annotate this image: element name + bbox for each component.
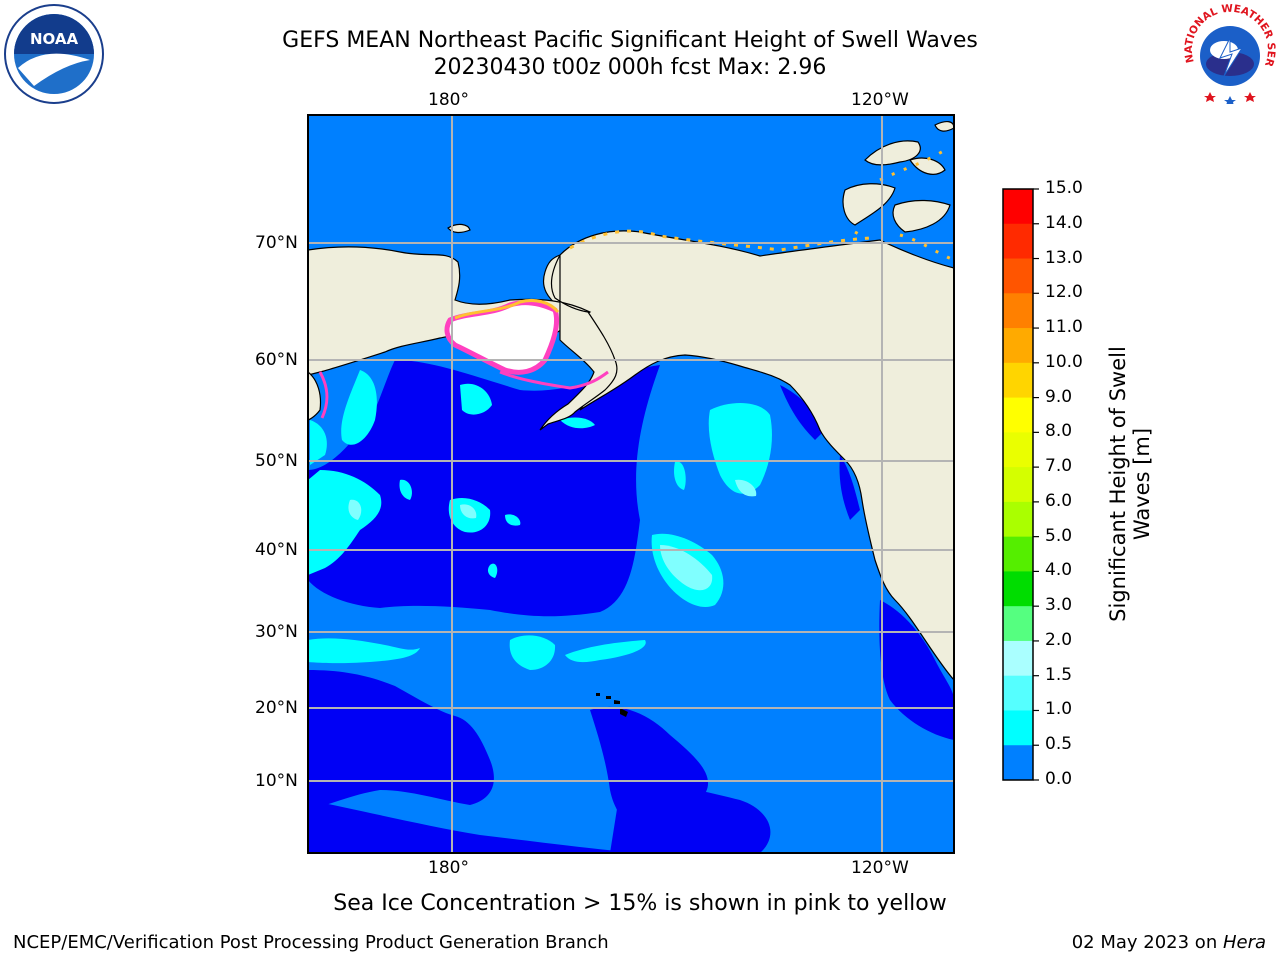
colorbar-tick-label: 2.0 [1045, 629, 1073, 650]
noaa-logo: NOAA [4, 4, 104, 104]
lat-tick-20n: 20°N [255, 698, 298, 718]
map-subtitle: 20230430 t00z 000h fcst Max: 2.96 [433, 55, 827, 80]
sea-ice-edge [854, 148, 954, 262]
colorbar-tick-label: 4.0 [1045, 560, 1073, 581]
sea-ice-caption: Sea Ice Concentration > 15% is shown in … [333, 891, 947, 916]
sea-ice-edge [499, 370, 609, 390]
colorbar-segment [1003, 223, 1033, 260]
lat-tick-30n: 30°N [255, 622, 298, 642]
low-swell-region [839, 455, 860, 520]
swell-2m-region [460, 504, 477, 519]
lat-tick-10n: 10°N [255, 771, 298, 791]
map-frame [307, 114, 955, 854]
colorbar-tick-label: 3.0 [1045, 595, 1073, 616]
low-swell-region [308, 670, 494, 810]
colorbar-segment [1003, 675, 1033, 711]
colorbar-tick-label: 6.0 [1045, 490, 1073, 511]
colorbar [1003, 188, 1039, 781]
swell-2m-region [735, 479, 757, 497]
colorbar-segment [1003, 501, 1033, 538]
graticule [308, 115, 954, 853]
high-swell-region [560, 417, 595, 429]
colorbar-segment [1003, 189, 1033, 225]
lon-tick-top-180: 180° [428, 90, 469, 110]
swell-2m-region [660, 545, 713, 591]
colorbar-tick-label: 11.0 [1045, 317, 1083, 338]
swell-2m-region [348, 499, 362, 520]
colorbar-tick-label: 0.0 [1045, 769, 1073, 789]
high-swell-region [460, 383, 492, 415]
lon-tick-top-120w: 120°W [851, 90, 909, 110]
sea-ice-edge [569, 229, 871, 252]
sea-ice-edge [318, 371, 329, 419]
colorbar-tick-label: 1.5 [1045, 664, 1073, 685]
colorbar-tick-label: 12.0 [1045, 282, 1083, 303]
lat-tick-50n: 50°N [255, 451, 298, 471]
high-swell-region [565, 640, 646, 663]
hawaii-islands [596, 693, 628, 717]
colorbar-label-line1: Significant Height of Swell [1106, 346, 1130, 622]
footer-date: 02 May 2023 on Hera [1072, 932, 1266, 953]
colorbar-segment [1003, 710, 1033, 746]
colorbar-tick-label: 1.0 [1045, 699, 1073, 720]
colorbar-segment [1003, 293, 1033, 329]
footer-credit: NCEP/EMC/Verification Post Processing Pr… [13, 932, 609, 953]
footer-machine: Hera [1222, 932, 1266, 953]
lat-tick-40n: 40°N [255, 540, 298, 560]
colorbar-label-line2: Waves [m] [1130, 427, 1154, 541]
colorbar-segment [1003, 362, 1033, 399]
asia-land [308, 246, 592, 376]
high-swell-region [399, 479, 412, 500]
colorbar-tick-label: 13.0 [1045, 247, 1083, 268]
high-swell-region [308, 470, 382, 575]
high-swell-region [505, 514, 521, 526]
high-swell-region [487, 563, 498, 578]
high-swell-region [674, 461, 686, 490]
colorbar-tick-label: 9.0 [1045, 386, 1073, 407]
high-swell-region [708, 403, 772, 494]
lat-tick-70n: 70°N [255, 233, 298, 253]
colorbar-segment [1003, 397, 1033, 433]
colorbar-segment [1003, 640, 1033, 677]
noaa-logo-text: NOAA [30, 30, 79, 48]
lon-tick-bottom-120w: 120°W [851, 858, 909, 878]
colorbar-frame [1002, 188, 1034, 781]
lon-tick-bottom-180: 180° [428, 858, 469, 878]
colorbar-tick-label: 0.5 [1045, 734, 1073, 755]
low-swell-region [879, 600, 954, 740]
low-swell-region [308, 800, 640, 853]
colorbar-segment [1003, 571, 1033, 607]
low-swell-region [610, 785, 771, 853]
colorbar-segment [1003, 258, 1033, 294]
colorbar-tick-label: 10.0 [1045, 351, 1083, 372]
arctic-island [864, 140, 921, 166]
alaska-land [539, 254, 618, 431]
colorbar-segment [1003, 745, 1033, 781]
colorbar-tick-label: 5.0 [1045, 525, 1073, 546]
arctic-island [934, 121, 954, 132]
colorbar-tick-label: 8.0 [1045, 421, 1073, 442]
high-swell-region [341, 370, 377, 445]
high-swell-region [509, 635, 556, 670]
colorbar-tick-label: 14.0 [1045, 212, 1083, 233]
colorbar-tick-label: 15.0 [1045, 178, 1083, 198]
low-swell-region [780, 385, 825, 440]
colorbar-segment [1003, 328, 1033, 364]
lat-tick-60n: 60°N [255, 350, 298, 370]
high-swell-region [308, 638, 420, 664]
sea-ice-edge [454, 298, 560, 320]
colorbar-segment [1003, 467, 1033, 503]
colorbar-segment [1003, 606, 1033, 642]
colorbar-segment [1003, 432, 1033, 468]
map-title: GEFS MEAN Northeast Pacific Significant … [282, 28, 978, 53]
footer-date-text: 02 May 2023 on [1071, 932, 1223, 953]
nws-logo: NATIONAL WEATHER SERVICE [1176, 0, 1280, 106]
high-swell-region [310, 420, 327, 465]
colorbar-segment [1003, 536, 1033, 572]
colorbar-tick-label: 7.0 [1045, 456, 1073, 477]
arctic-island [909, 157, 946, 175]
arctic-island [892, 199, 951, 233]
